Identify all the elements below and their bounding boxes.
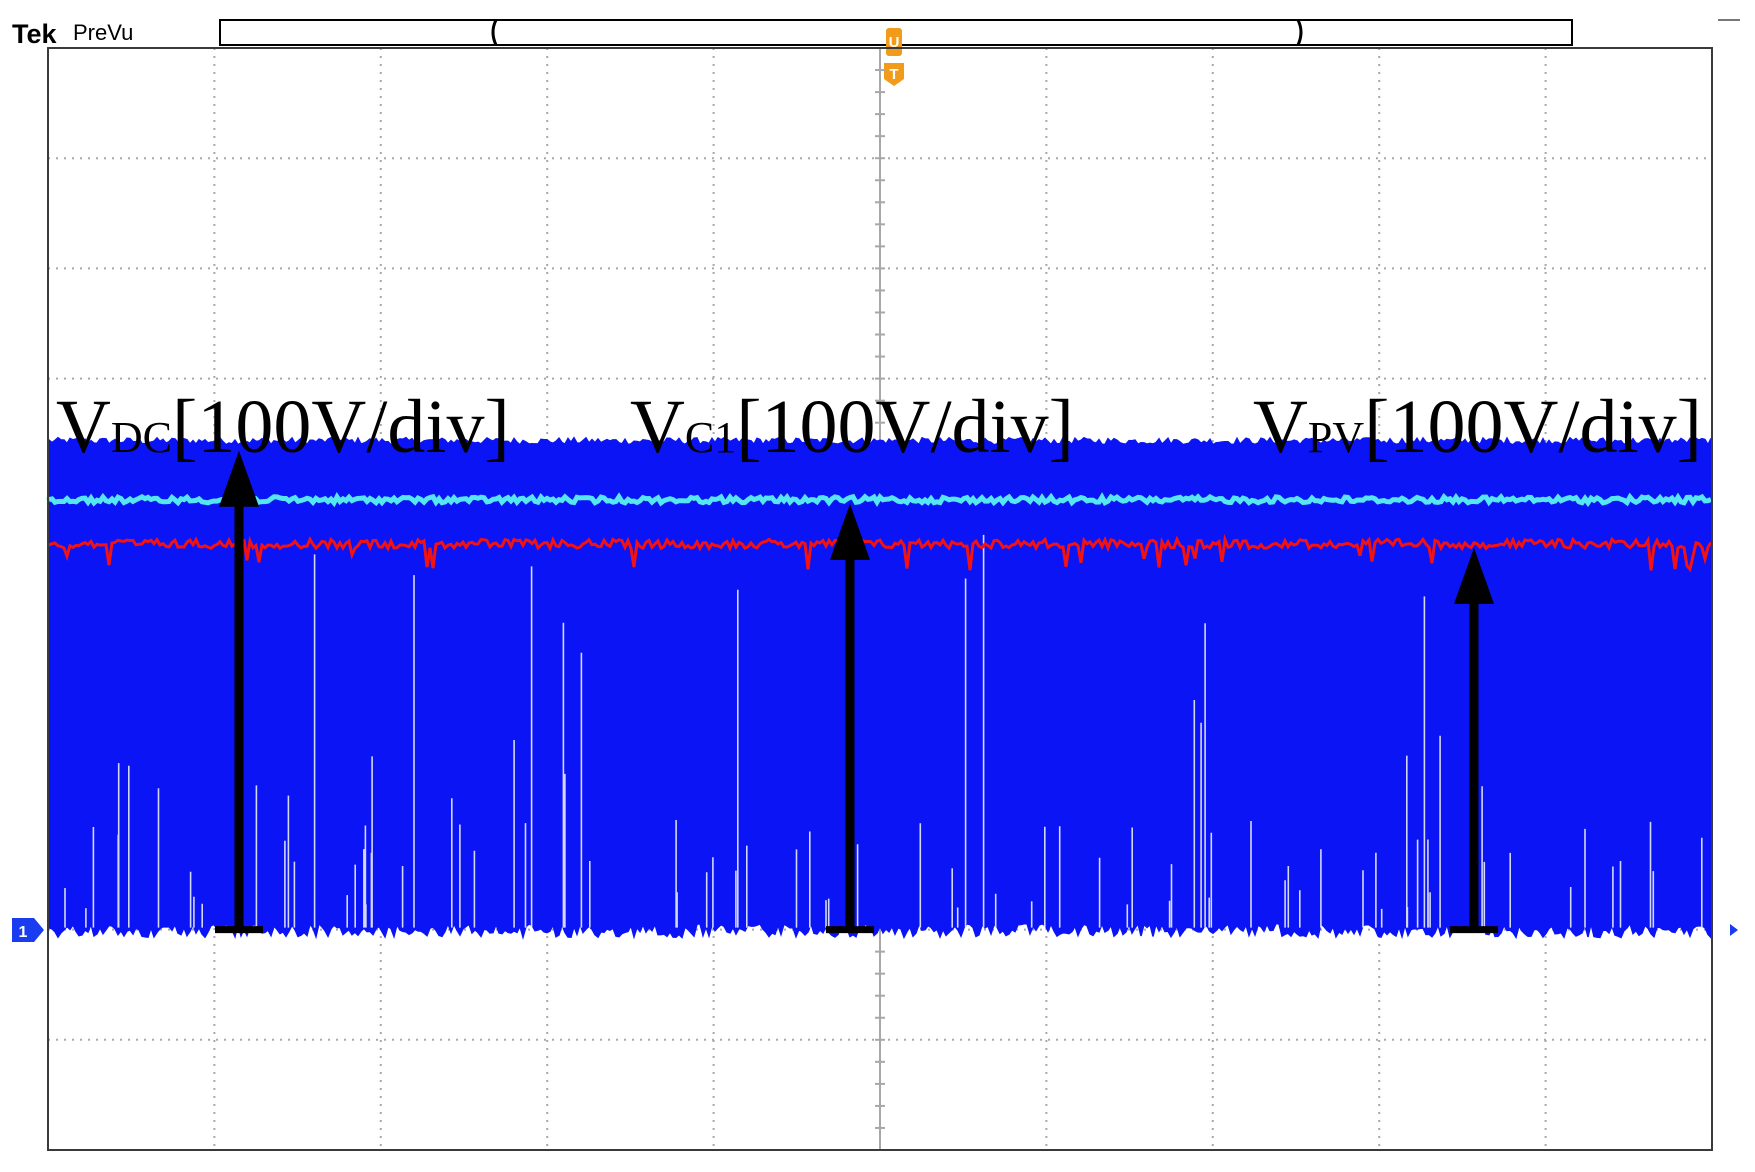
vc1-label-scale: [100V/div] [736,385,1074,469]
channel-1-marker-icon [12,918,44,942]
measurement-arrows [215,450,1498,934]
plot-frame [47,47,1713,1151]
trigger-position-label: U [889,34,900,51]
vc1-label-sub: C1 [685,413,736,462]
vdc-arrow [215,450,263,934]
series-vdc-band [48,436,1712,941]
channel-1-marker-label: 1 [19,924,28,941]
vpv-arrow-head [1454,547,1494,604]
vdc-label-scale: [100V/div] [172,385,510,469]
vc1-label-main: V [630,385,685,469]
vc1-arrow-head [830,503,870,560]
view-window-right-bracket [1296,19,1303,46]
vpv-label-sub: PV [1308,413,1364,462]
view-window-left-bracket [491,19,498,46]
series-vpv-trace [47,533,1713,573]
channel-1-marker: 1 [12,918,44,942]
trigger-label: T [889,66,898,83]
series-vc1-trace [46,491,1712,508]
vdc-arrow-head [219,450,259,507]
vc1-label: VC1[100V/div] [630,385,1074,469]
vdc-label: VDC[100V/div] [56,385,510,469]
mode-label: PreVu [73,20,133,45]
right-level-marker [1730,924,1738,936]
brand-label: Tek [12,19,58,49]
vpv-label-scale: [100V/div] [1364,385,1702,469]
vc1-arrow [826,503,874,934]
vpv-label: VPV[100V/div] [1253,385,1702,469]
vdc-label-sub: DC [111,413,172,462]
vpv-arrow [1450,547,1498,934]
vpv-label-main: V [1253,385,1308,469]
traces [46,436,1713,941]
trigger-icon [884,63,904,86]
vdc-label-main: V [56,385,111,469]
